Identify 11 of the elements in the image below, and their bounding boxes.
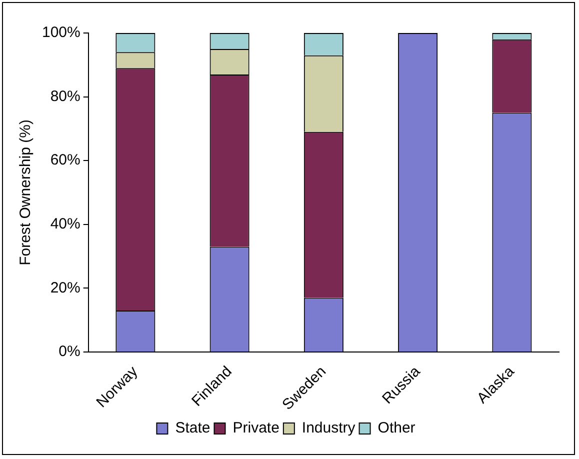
legend-label: Other (378, 420, 416, 437)
legend-label: State (175, 420, 210, 437)
y-tick-label: 60% (50, 152, 80, 169)
y-tick-label: 40% (50, 216, 80, 233)
y-tick-label: 0% (58, 343, 80, 360)
y-tick-label: 80% (50, 88, 80, 105)
y-axis-title: Forest Ownership (%) (17, 120, 34, 266)
y-tick-label: 20% (50, 279, 80, 296)
legend-label: Industry (302, 420, 356, 437)
y-tick-label: 100% (42, 24, 80, 42)
legend-label: Private (232, 420, 280, 437)
